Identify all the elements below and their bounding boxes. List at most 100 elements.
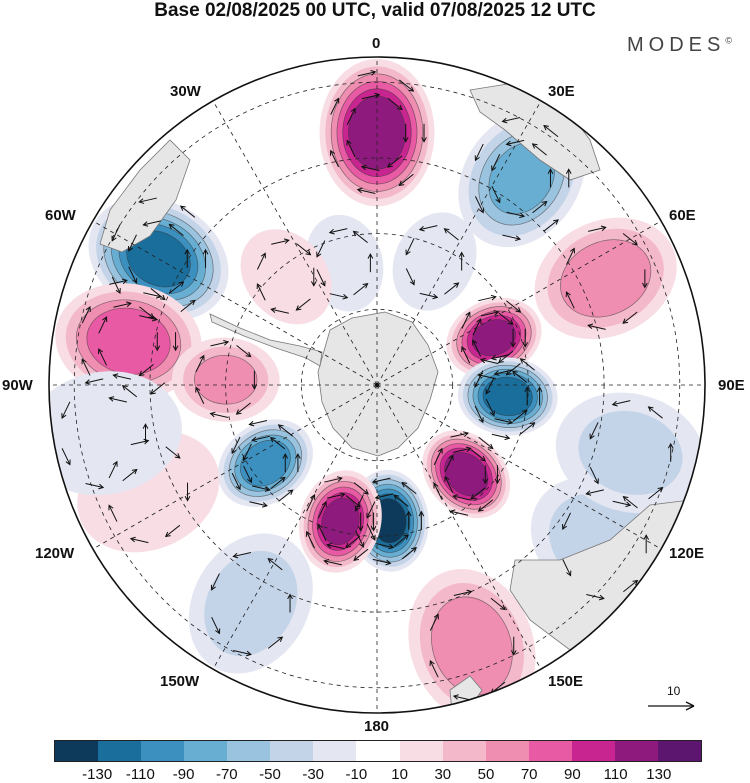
anomaly-contour [49, 371, 182, 496]
streamline-arrowhead [121, 278, 128, 285]
streamline [532, 143, 547, 156]
streamline [353, 283, 368, 296]
streamline [433, 448, 443, 466]
streamline-arrowhead [536, 386, 543, 393]
streamline [532, 201, 547, 214]
streamline [444, 455, 454, 472]
streamline-arrowhead [287, 489, 294, 495]
colorbar-swatch [141, 741, 185, 761]
streamline [128, 266, 137, 284]
colorbar-tick-label: 130 [646, 766, 672, 783]
streamline-arrowhead [223, 340, 230, 346]
streamline-arrowhead [515, 307, 522, 313]
streamline-arrowhead [353, 555, 360, 561]
streamline [278, 424, 294, 437]
streamline-arrowhead [360, 164, 367, 171]
streamline-arrowhead [421, 137, 427, 143]
colorbar-swatch [485, 741, 529, 761]
streamline [296, 243, 311, 256]
streamline-arrowhead [398, 180, 405, 187]
streamline [387, 155, 403, 168]
streamline [485, 377, 495, 394]
colorbar-tick-label: 10 [391, 766, 408, 783]
streamline-arrowhead [231, 448, 237, 455]
streamline [491, 185, 501, 203]
streamline [271, 239, 289, 245]
streamline-arrowhead [269, 436, 276, 443]
streamline-arrowhead [585, 490, 592, 496]
streamline-arrowhead [305, 530, 312, 537]
streamline [267, 558, 283, 571]
streamline [236, 344, 251, 357]
streamline-arrowhead [131, 468, 138, 475]
streamline-arrowhead [85, 305, 91, 312]
streamline-arrowhead [498, 357, 504, 364]
streamline-arrowhead [418, 510, 425, 517]
streamline [270, 437, 286, 450]
streamline [398, 79, 414, 92]
streamline [249, 420, 268, 426]
streamline [233, 650, 252, 655]
colorbar-swatch [184, 741, 228, 761]
streamline [128, 234, 137, 252]
streamline [113, 302, 132, 308]
streamline-arrowhead [84, 379, 91, 385]
streamline [506, 139, 525, 145]
streamline [278, 489, 294, 502]
streamline-arrowhead [295, 305, 302, 311]
streamline [249, 501, 268, 507]
streamline-arrowhead [248, 420, 255, 427]
streamline [353, 482, 369, 495]
streamline [61, 448, 71, 465]
colorbar-tick-label: 70 [520, 766, 538, 783]
streamline-arrowhead [277, 424, 284, 430]
streamline-arrowhead [232, 552, 239, 559]
streamline-arrowhead [478, 207, 485, 214]
map-boundary [48, 56, 706, 714]
streamline-arrowhead [287, 593, 293, 600]
streamline-arrowhead [115, 288, 121, 295]
reference-vector [648, 701, 695, 711]
streamline-arrowhead [326, 542, 333, 549]
streamline [623, 580, 638, 593]
streamline-arrowhead [547, 168, 554, 174]
streamline [143, 292, 161, 298]
streamline-arrowhead [411, 547, 417, 553]
streamline-arrowhead [452, 494, 459, 500]
anomaly-center [319, 58, 435, 207]
lon-label-30w: 30W [170, 83, 201, 100]
streamline [586, 489, 604, 495]
wind-vectors [61, 70, 674, 701]
streamline-arrowhead [98, 483, 105, 490]
streamline [346, 108, 356, 126]
anomaly-contour [444, 452, 489, 497]
streamline [316, 240, 326, 257]
streamline [474, 370, 484, 388]
streamline-arrowhead [657, 486, 664, 493]
streamline [498, 312, 514, 325]
streamline-arrowhead [174, 453, 181, 459]
streamline-arrowhead [350, 107, 356, 114]
streamline-arrowhead [61, 413, 67, 419]
streamline [494, 418, 513, 424]
streamline-arrowhead [408, 86, 415, 92]
streamline [357, 71, 376, 77]
streamline-arrowhead [587, 323, 594, 330]
streamline [512, 409, 528, 422]
streamline [502, 234, 521, 240]
streamline [111, 224, 121, 242]
streamline [165, 524, 181, 537]
anomaly-contour [578, 410, 683, 495]
streamline-arrowhead [495, 197, 501, 204]
streamline [478, 436, 494, 449]
streamline-arrowhead [310, 281, 317, 287]
streamline-arrowhead [611, 400, 618, 407]
anomaly-contour [471, 319, 516, 357]
meridian-line [376, 384, 542, 670]
streamline [327, 493, 345, 499]
streamline-arrowhead [510, 342, 516, 348]
streamline-arrowhead [132, 277, 138, 284]
streamline-arrowhead [524, 386, 531, 393]
streamline-arrowhead [357, 525, 364, 532]
streamline-arrowhead [474, 381, 480, 388]
